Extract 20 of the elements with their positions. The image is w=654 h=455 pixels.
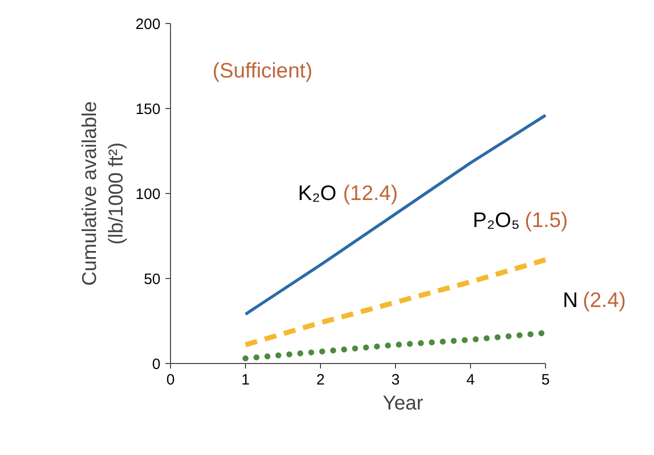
y-tick-label: 150 bbox=[135, 101, 161, 118]
x-tick-label: 2 bbox=[316, 372, 325, 388]
annotation: (Sufficient) bbox=[212, 60, 312, 83]
series-label: K₂O bbox=[298, 182, 336, 205]
y-tick-label: 0 bbox=[152, 356, 160, 373]
x-tick-label: 3 bbox=[391, 372, 400, 388]
x-tick-label: 1 bbox=[241, 372, 250, 388]
x-tick-label: 4 bbox=[466, 372, 475, 388]
y-axis-title: Cumulative available (lb/1000 ft²) bbox=[79, 101, 128, 286]
series-label: N bbox=[562, 289, 578, 312]
y-tick-label: 200 bbox=[135, 16, 161, 33]
x-tick-label: 5 bbox=[541, 372, 550, 388]
y-tick-label: 50 bbox=[144, 271, 161, 288]
series-label: P₂O₅ bbox=[472, 209, 520, 232]
x-axis-title: Year bbox=[382, 392, 424, 414]
y-tick-label: 100 bbox=[135, 186, 161, 203]
text: (2.4) bbox=[582, 289, 626, 312]
annotation: (12.4) bbox=[343, 182, 398, 205]
x-tick-label: 0 bbox=[166, 372, 175, 388]
annotation: (1.5) bbox=[524, 209, 568, 232]
